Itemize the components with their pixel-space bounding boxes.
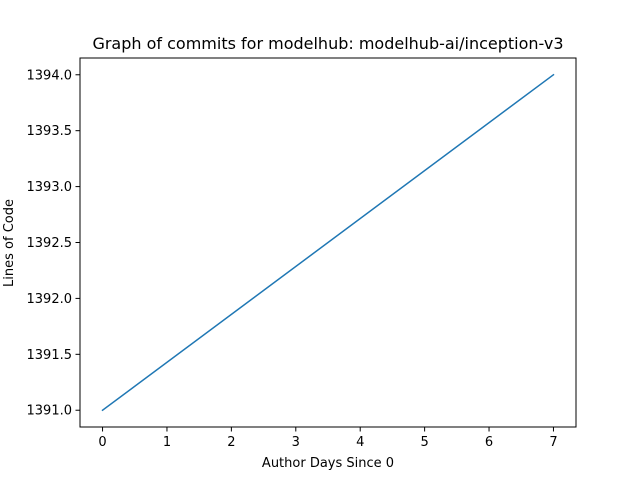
y-tick-label: 1392.0 xyxy=(27,292,73,307)
y-tick-label: 1392.5 xyxy=(27,236,73,251)
x-tick-label: 6 xyxy=(485,435,493,450)
x-tick-label: 2 xyxy=(227,435,235,450)
y-tick-label: 1393.0 xyxy=(27,180,73,195)
y-axis-ticks: 1391.0 1391.5 1392.0 1392.5 1393.0 1393.5 1394… xyxy=(27,68,80,419)
x-tick-label: 3 xyxy=(292,435,300,450)
y-tick-label: 1391.0 xyxy=(27,404,73,419)
y-tick-label: 1391.5 xyxy=(27,348,73,363)
x-axis-label: Author Days Since 0 xyxy=(262,456,394,471)
series-line-0 xyxy=(101,73,555,412)
x-axis-ticks: 0 1 2 3 4 5 6 7 xyxy=(98,427,558,450)
x-tick-label: 7 xyxy=(549,435,557,450)
x-tick-label: 5 xyxy=(420,435,428,450)
series-layer xyxy=(101,73,555,412)
x-tick-label: 0 xyxy=(98,435,106,450)
chart-title: Graph of commits for modelhub: modelhub-… xyxy=(92,34,563,53)
y-axis-label: Lines of Code xyxy=(2,199,17,287)
y-tick-label: 1394.0 xyxy=(27,68,73,83)
x-tick-label: 1 xyxy=(163,435,171,450)
y-tick-label: 1393.5 xyxy=(27,124,73,139)
x-tick-label: 4 xyxy=(356,435,364,450)
